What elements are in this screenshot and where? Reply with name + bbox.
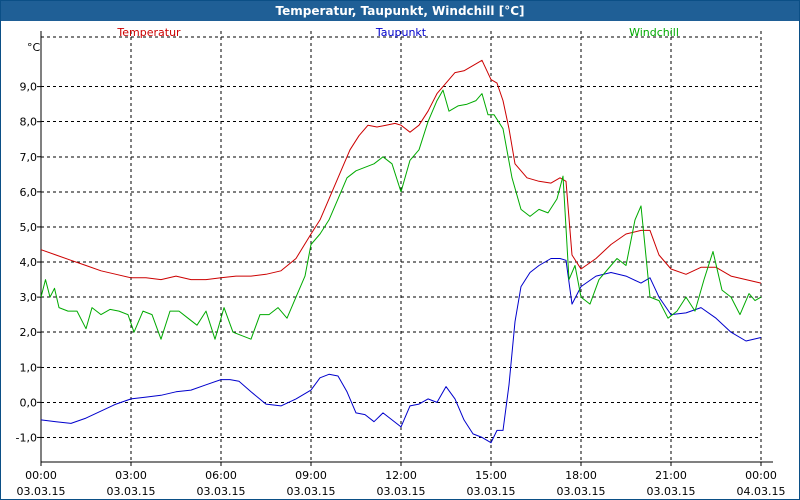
series-line-temperatur: [40, 59, 762, 284]
x-tick-time-label: 06:00: [205, 469, 237, 482]
plot-frame-group: [40, 31, 773, 463]
x-tick-date-label: 03.03.15: [287, 485, 336, 498]
y-tick-label: 6,0: [20, 186, 38, 199]
y-tick-label: 1,0: [20, 361, 38, 374]
legend-windchill: Windchill: [629, 26, 679, 39]
x-tick-time-label: 09:00: [295, 469, 327, 482]
series-line-windchill: [40, 89, 762, 340]
line-chart: -1,0 0,0 1,0 2,0 3,0 4,0 5,0 6,0 7,0 8,0 9,0 00:00…: [16, 26, 786, 498]
x-tick-date-label: 03.03.15: [647, 485, 696, 498]
x-tick-time-label: 21:00: [655, 469, 687, 482]
x-tick-time-label: 12:00: [385, 469, 417, 482]
x-tick-date-label: 03.03.15: [377, 485, 426, 498]
y-tick-label: 8,0: [20, 116, 38, 129]
x-axis: 00:00 03.03.15 03:00 03.03.15 06:00 03.03.15 0…: [17, 462, 786, 498]
y-tick-label: 9,0: [20, 81, 38, 94]
series-line-taupunkt: [40, 258, 762, 444]
y-tick-label: 4,0: [20, 256, 38, 269]
x-tick-date-label: 03.03.15: [467, 485, 516, 498]
y-tick-label: 2,0: [20, 326, 38, 339]
x-tick-date-label: 04.03.15: [737, 485, 786, 498]
x-tick-date-label: 03.03.15: [17, 485, 66, 498]
y-tick-label: -1,0: [16, 431, 37, 444]
y-tick-label: 0,0: [20, 396, 38, 409]
legend-temperatur: Temperatur: [116, 26, 181, 39]
x-tick-date-label: 03.03.15: [557, 485, 606, 498]
x-tick-time-label: 18:00: [565, 469, 597, 482]
grid-lines: [41, 31, 762, 462]
legend-taupunkt: Taupunkt: [375, 26, 427, 39]
window-title: Temperatur, Taupunkt, Windchill [°C]: [1, 1, 799, 21]
y-tick-label: 5,0: [20, 221, 38, 234]
x-tick-time-label: 00:00: [25, 469, 57, 482]
x-tick-time-label: 03:00: [115, 469, 147, 482]
series-lines: [40, 59, 762, 444]
x-tick-time-label: 15:00: [475, 469, 507, 482]
x-tick-date-label: 03.03.15: [197, 485, 246, 498]
y-axis-unit-label: °C: [27, 41, 41, 54]
y-tick-label: 3,0: [20, 291, 38, 304]
y-axis: -1,0 0,0 1,0 2,0 3,0 4,0 5,0 6,0 7,0 8,0 9,0: [16, 81, 41, 444]
x-tick-date-label: 03.03.15: [107, 485, 156, 498]
x-tick-time-label: 00:00: [745, 469, 777, 482]
y-tick-label: 7,0: [20, 151, 38, 164]
